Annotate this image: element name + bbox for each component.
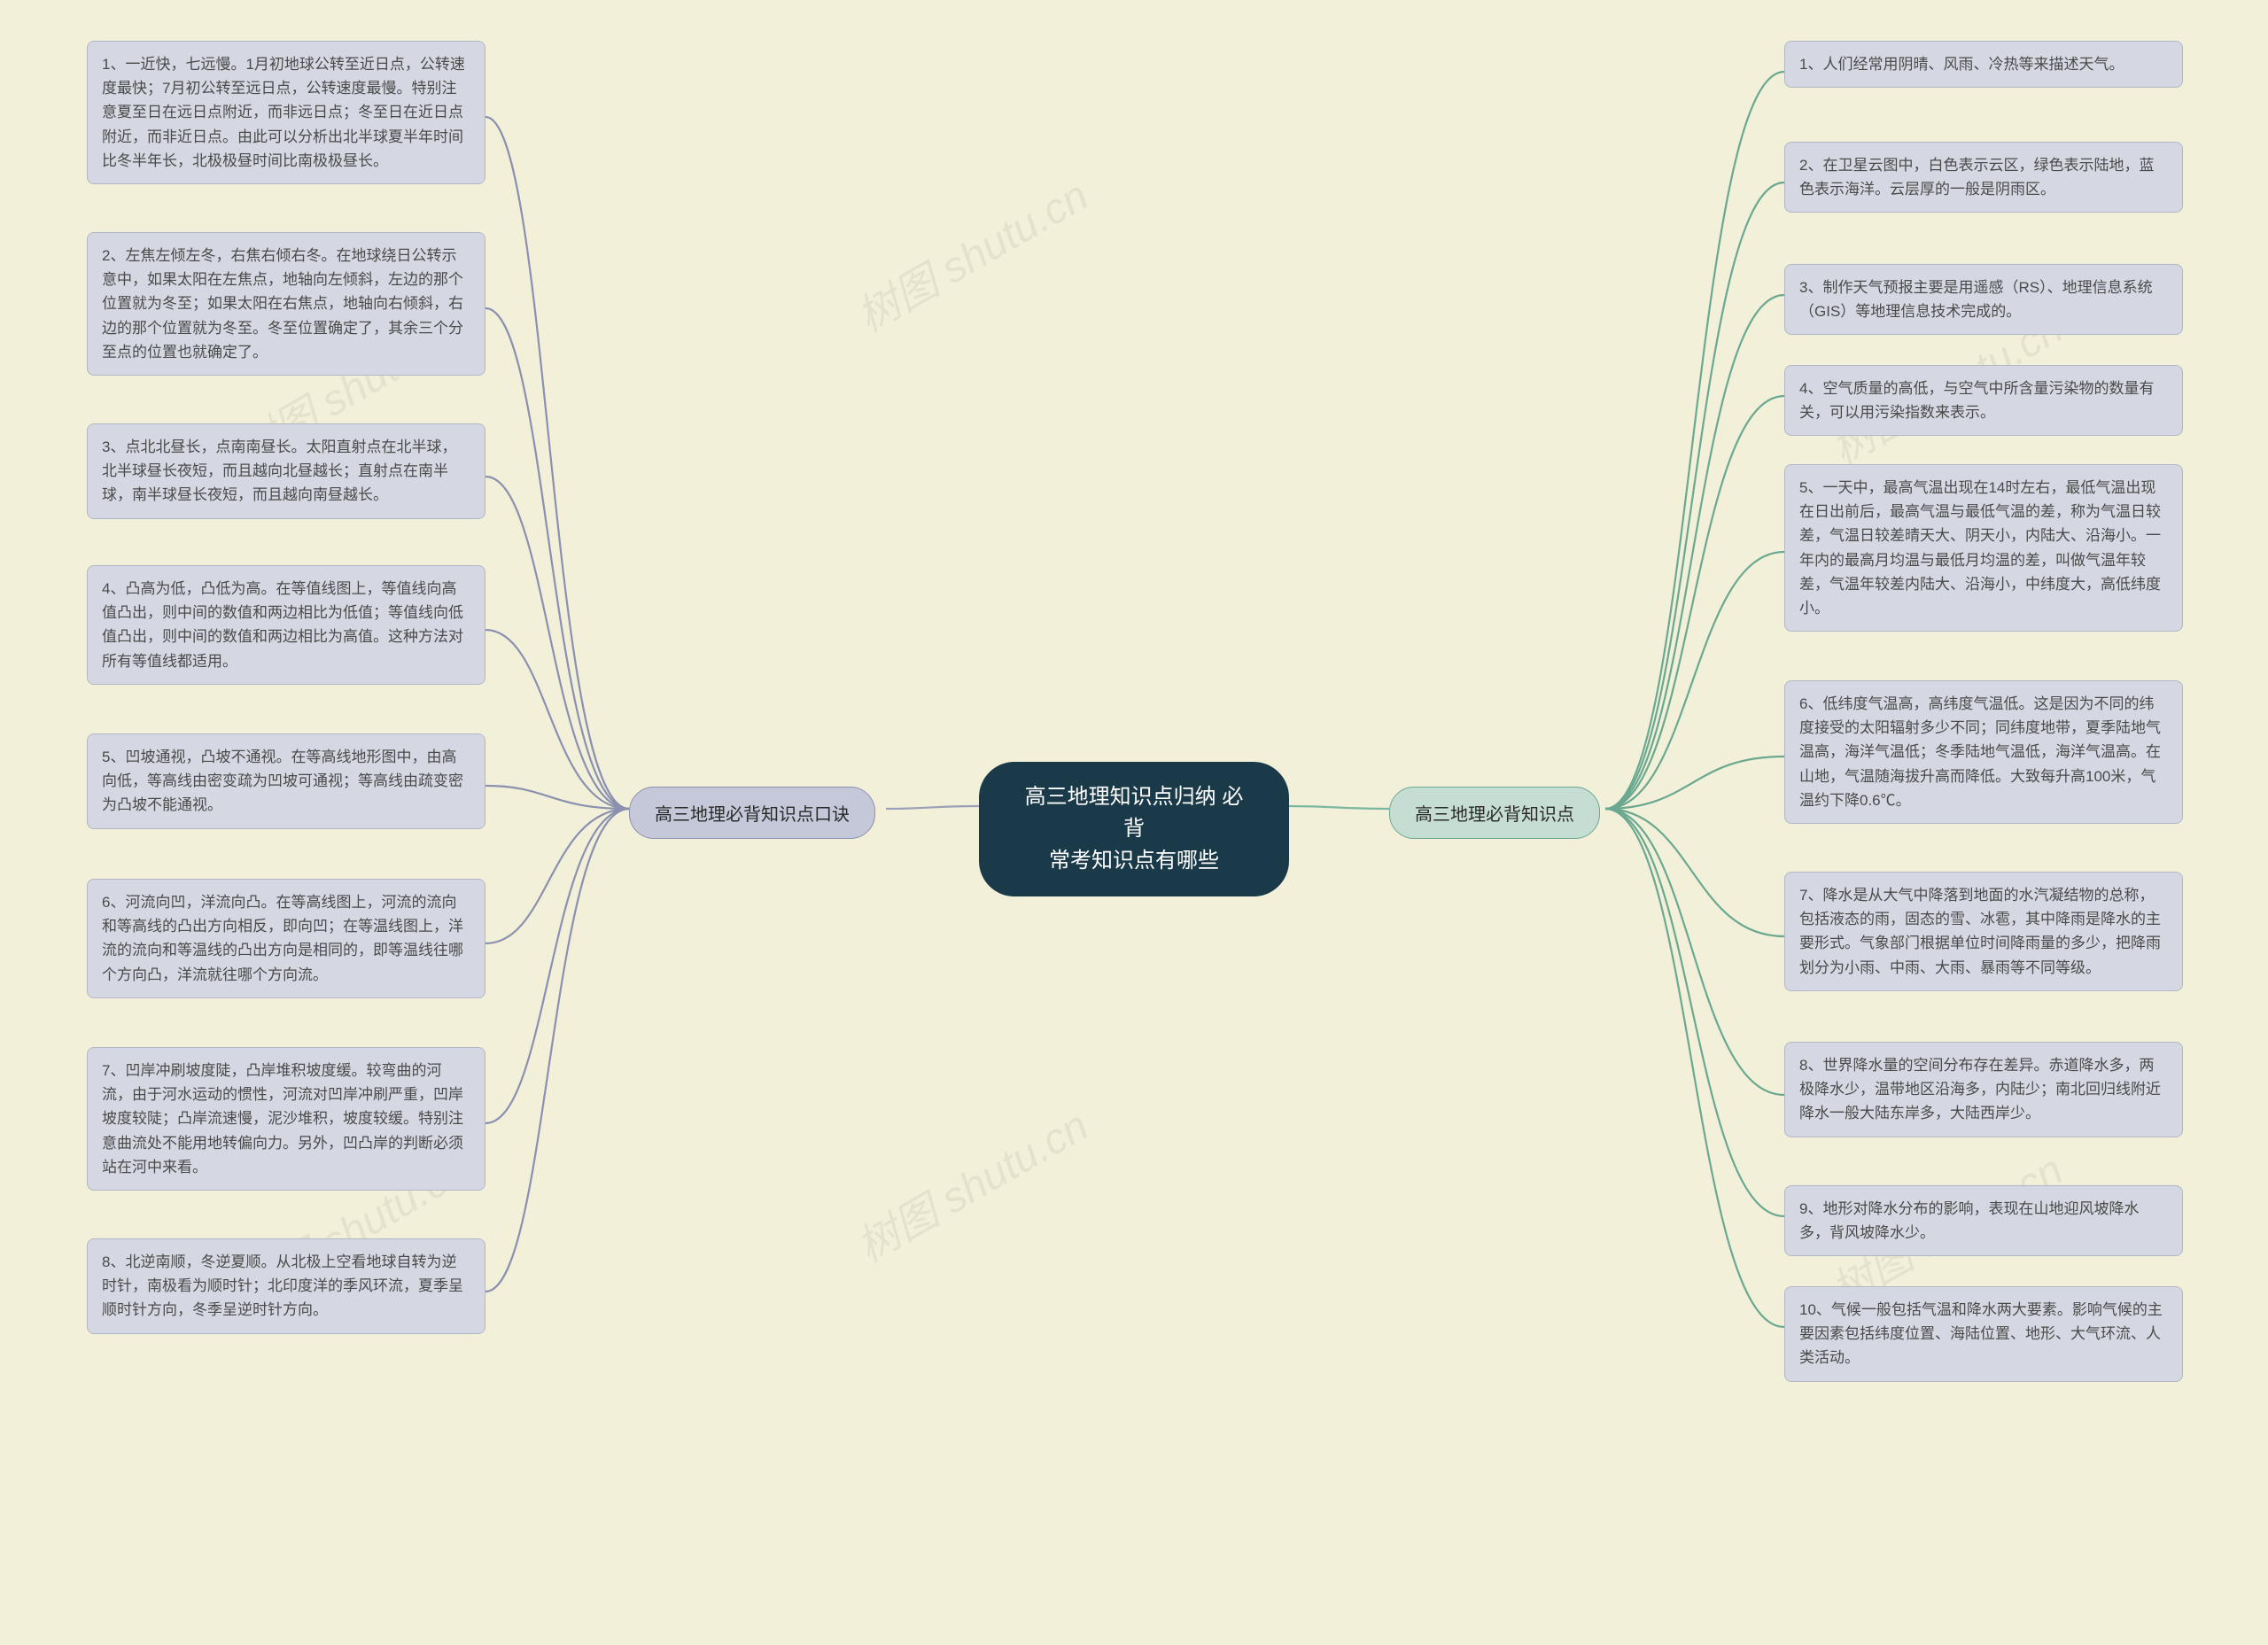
branch-right-label: 高三地理必背知识点 [1415,805,1574,825]
left-leaf-8[interactable]: 8、北逆南顺，冬逆夏顺。从北极上空看地球自转为逆时针，南极看为顺时针；北印度洋的… [87,1238,485,1334]
right-leaf-4[interactable]: 4、空气质量的高低，与空气中所含量污染物的数量有关，可以用污染指数来表示。 [1784,365,2183,436]
central-topic[interactable]: 高三地理知识点归纳 必背 常考知识点有哪些 [979,762,1289,896]
left-leaf-1[interactable]: 1、一近快，七远慢。1月初地球公转至近日点，公转速度最快；7月初公转至远日点，公… [87,41,485,184]
watermark: 树图 shutu.cn [843,161,1098,344]
right-leaf-7[interactable]: 7、降水是从大气中降落到地面的水汽凝结物的总称，包括液态的雨，固态的雪、冰雹，其… [1784,872,2183,991]
right-leaf-3[interactable]: 3、制作天气预报主要是用遥感（RS）、地理信息系统（GIS）等地理信息技术完成的… [1784,264,2183,335]
central-line1: 高三地理知识点归纳 必背 [1025,785,1244,841]
branch-left-label: 高三地理必背知识点口诀 [655,805,850,825]
left-leaf-2[interactable]: 2、左焦左倾左冬，右焦右倾右冬。在地球绕日公转示意中，如果太阳在左焦点，地轴向左… [87,232,485,376]
branch-right[interactable]: 高三地理必背知识点 [1389,787,1600,839]
right-leaf-5[interactable]: 5、一天中，最高气温出现在14时左右，最低气温出现在日出前后，最高气温与最低气温… [1784,464,2183,632]
central-line2: 常考知识点有哪些 [1049,849,1219,873]
right-leaf-6[interactable]: 6、低纬度气温高，高纬度气温低。这是因为不同的纬度接受的太阳辐射多少不同；同纬度… [1784,680,2183,824]
right-leaf-9[interactable]: 9、地形对降水分布的影响，表现在山地迎风坡降水多，背风坡降水少。 [1784,1185,2183,1256]
right-leaf-10[interactable]: 10、气候一般包括气温和降水两大要素。影响气候的主要因素包括纬度位置、海陆位置、… [1784,1286,2183,1382]
left-leaf-6[interactable]: 6、河流向凹，洋流向凸。在等高线图上，河流的流向和等高线的凸出方向相反，即向凹；… [87,879,485,998]
left-leaf-7[interactable]: 7、凹岸冲刷坡度陡，凸岸堆积坡度缓。较弯曲的河流，由于河水运动的惯性，河流对凹岸… [87,1047,485,1191]
left-leaf-4[interactable]: 4、凸高为低，凸低为高。在等值线图上，等值线向高值凸出，则中间的数值和两边相比为… [87,565,485,685]
right-leaf-2[interactable]: 2、在卫星云图中，白色表示云区，绿色表示陆地，蓝色表示海洋。云层厚的一般是阴雨区… [1784,142,2183,213]
right-leaf-8[interactable]: 8、世界降水量的空间分布存在差异。赤道降水多，两极降水少，温带地区沿海多，内陆少… [1784,1042,2183,1137]
left-leaf-5[interactable]: 5、凹坡通视，凸坡不通视。在等高线地形图中，由高向低，等高线由密变疏为凹坡可通视… [87,733,485,829]
left-leaf-3[interactable]: 3、点北北昼长，点南南昼长。太阳直射点在北半球，北半球昼长夜短，而且越向北昼越长… [87,423,485,519]
watermark: 树图 shutu.cn [843,1091,1098,1274]
branch-left[interactable]: 高三地理必背知识点口诀 [629,787,875,839]
right-leaf-1[interactable]: 1、人们经常用阴晴、风雨、冷热等来描述天气。 [1784,41,2183,88]
